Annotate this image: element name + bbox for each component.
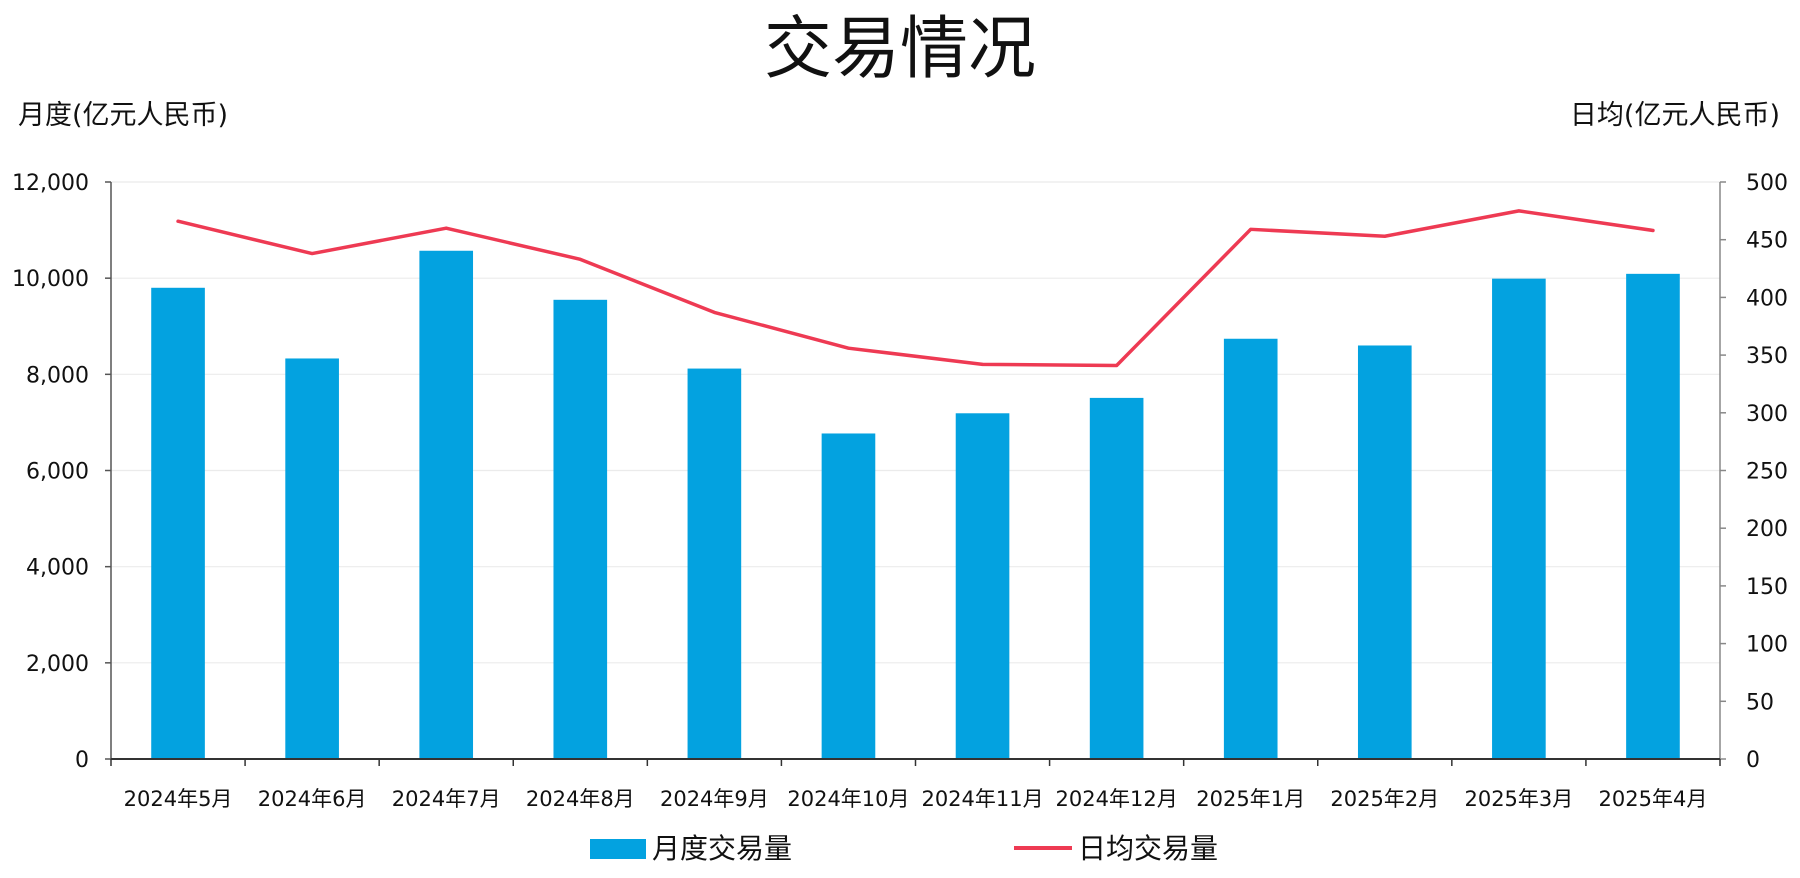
bar	[1089, 397, 1144, 759]
right-tick-label: 350	[1746, 344, 1788, 369]
line-point	[444, 226, 448, 230]
x-tick-label: 2025年1月	[1196, 787, 1305, 811]
x-tick-label: 2024年9月	[660, 787, 769, 811]
bar	[1492, 278, 1546, 759]
right-tick-label: 450	[1746, 229, 1788, 254]
left-tick-label: 2,000	[26, 652, 89, 677]
right-tick-label: 300	[1746, 402, 1788, 427]
x-tick-label: 2025年2月	[1330, 787, 1439, 811]
chart-title: 交易情况	[764, 10, 1036, 89]
bar-series	[151, 250, 1680, 760]
right-tick-label: 200	[1746, 517, 1788, 542]
bar	[151, 287, 205, 759]
left-axis-label: 月度(亿元人民币)	[18, 100, 228, 131]
legend-label-bar: 月度交易量	[652, 832, 792, 865]
gridlines	[111, 181, 1720, 664]
x-tick-label: 2024年5月	[124, 787, 233, 811]
bar	[1626, 273, 1680, 759]
left-tick-label: 8,000	[26, 363, 89, 388]
bar	[285, 358, 339, 759]
bar	[1357, 345, 1412, 759]
x-axis-ticks: 2024年5月 2024年6月 2024年7月 2024年8月 2024年9月 2024年…	[110, 759, 1721, 811]
line-point	[1115, 363, 1119, 367]
left-tick-label: 6,000	[26, 460, 89, 485]
line-series	[176, 209, 1655, 368]
bar	[553, 299, 608, 759]
left-tick-label: 0	[75, 748, 89, 773]
right-tick-label: 50	[1746, 690, 1774, 715]
line-point	[981, 362, 985, 366]
x-tick-label: 2024年6月	[258, 787, 367, 811]
line-point	[712, 310, 716, 314]
right-tick-label: 150	[1746, 575, 1788, 600]
legend: 月度交易量 日均交易量	[590, 832, 1218, 865]
x-tick-label: 2025年4月	[1599, 787, 1708, 811]
line-point	[1651, 228, 1655, 232]
right-axis-label: 日均(亿元人民币)	[1570, 100, 1780, 131]
x-tick-label: 2024年11月	[921, 787, 1043, 811]
line-point	[1383, 234, 1387, 238]
line-point	[176, 219, 180, 223]
x-tick-label: 2024年10月	[787, 787, 909, 811]
bar	[1223, 338, 1278, 759]
series-line	[176, 209, 1655, 368]
line-point	[578, 257, 582, 261]
bar	[687, 368, 742, 759]
bar	[419, 250, 474, 760]
left-axis-ticks: 0 2,000 4,000 6,000 8,000 10,000 12,000	[12, 171, 111, 773]
right-axis-ticks: 0 50 100 150 200 250 300 350 400 450 500	[1720, 171, 1788, 773]
x-tick-label: 2024年7月	[392, 787, 501, 811]
bar	[955, 413, 1010, 759]
line-point	[1517, 209, 1521, 213]
x-tick-label: 2025年3月	[1464, 787, 1573, 811]
legend-swatch-bar	[590, 839, 646, 859]
right-tick-label: 400	[1746, 286, 1788, 311]
x-tick-label: 2024年12月	[1056, 787, 1178, 811]
left-tick-label: 10,000	[12, 267, 89, 292]
bar	[821, 433, 876, 759]
right-tick-label: 250	[1746, 460, 1788, 485]
line-point	[310, 252, 314, 256]
line-point	[1249, 227, 1253, 231]
right-tick-label: 500	[1746, 171, 1788, 196]
legend-label-line: 日均交易量	[1078, 832, 1218, 865]
line-point	[846, 346, 850, 350]
x-tick-label: 2024年8月	[526, 787, 635, 811]
left-tick-label: 4,000	[26, 556, 89, 581]
right-tick-label: 100	[1746, 633, 1788, 658]
left-tick-label: 12,000	[12, 171, 89, 196]
right-tick-label: 0	[1746, 748, 1760, 773]
